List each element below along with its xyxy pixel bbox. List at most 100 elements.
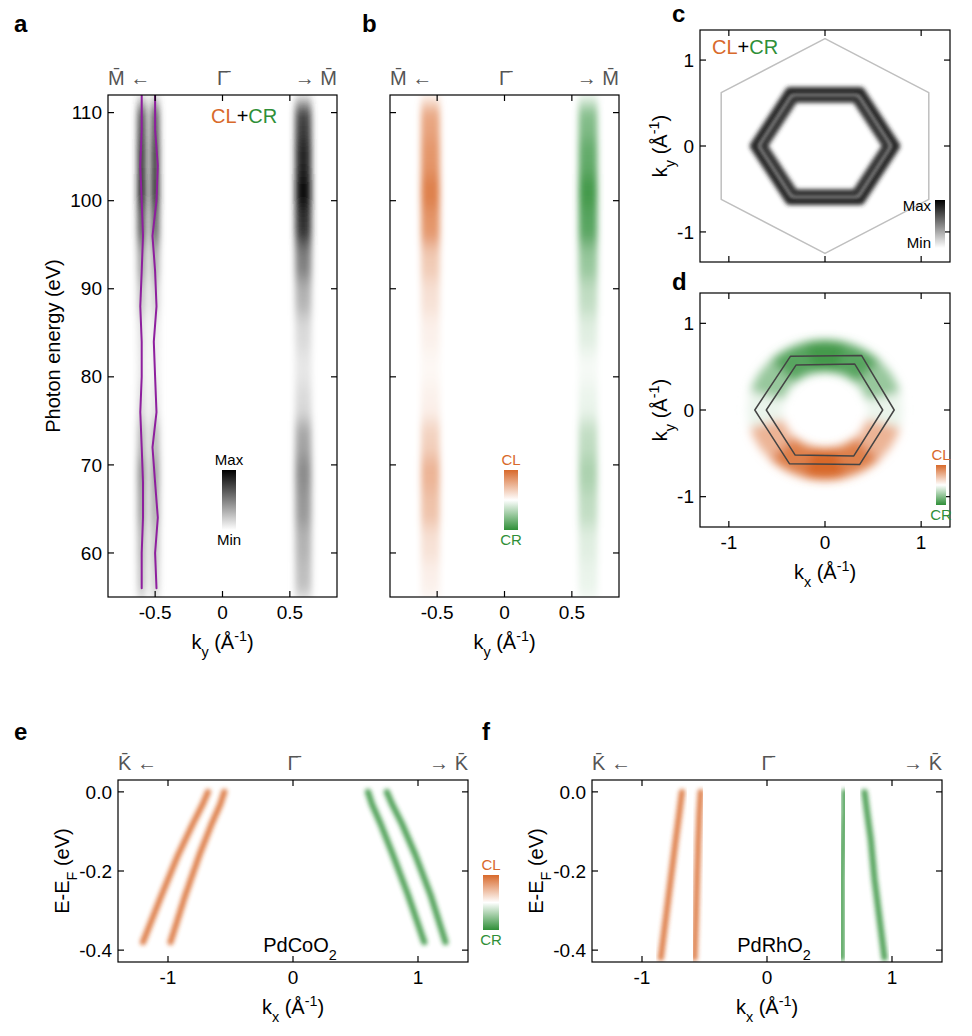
y-tick-label: 100 — [70, 190, 102, 211]
x-tick-label: 0 — [288, 967, 299, 988]
plot-area — [661, 792, 885, 958]
x-tick — [766, 956, 767, 962]
intensity-cell — [295, 280, 311, 315]
intensity-cell — [295, 491, 311, 526]
y-tick — [462, 791, 468, 792]
sample-label-part: PdCoO — [263, 934, 329, 956]
frame — [700, 293, 950, 527]
intensity-cell — [421, 421, 440, 456]
contour — [764, 99, 887, 194]
sample-label-part: 2 — [329, 947, 337, 963]
annotation-part: CL — [712, 36, 738, 58]
intensity-cell — [421, 456, 440, 491]
intensity-cell — [579, 386, 598, 421]
band-group — [421, 104, 597, 597]
top-label: → M̄ — [295, 67, 337, 89]
y-axis-title-part: (Å — [649, 398, 671, 424]
intensity-cell — [421, 350, 440, 385]
x-tick — [222, 591, 223, 597]
y-tick-label: 60 — [81, 543, 102, 564]
y-tick — [331, 288, 337, 289]
y-tick — [592, 870, 598, 871]
y-axis-title-part: (Å — [649, 134, 671, 160]
top-label: Γ̄ — [499, 67, 513, 89]
intensity-cell — [579, 209, 598, 244]
y-tick — [390, 200, 396, 201]
annotation-part: CR — [749, 36, 778, 58]
x-tick-label: 0 — [499, 602, 510, 623]
x-axis-title: ky (Å-1) — [473, 628, 535, 660]
intensity-cell — [295, 174, 311, 209]
intensity-cell — [295, 421, 311, 456]
y-axis-title-part: E-E — [51, 880, 73, 913]
y-tick — [462, 950, 468, 951]
x-axis-title-part: ) — [529, 631, 536, 653]
x-axis-title: kx (Å-1) — [262, 993, 324, 1025]
x-tick — [728, 256, 729, 262]
y-tick-label: 90 — [81, 278, 102, 299]
panel-letter: d — [672, 268, 687, 295]
top-label: M̄ ← — [108, 67, 150, 89]
y-tick — [118, 950, 124, 951]
intensity-cell — [421, 209, 440, 244]
x-tick — [289, 591, 290, 597]
x-tick-label: -1 — [634, 967, 651, 988]
x-axis-title-part: -1 — [234, 628, 247, 644]
x-axis-title-part: (Å — [753, 996, 779, 1018]
y-tick-label: -0.2 — [553, 861, 586, 882]
top-label: → M̄ — [577, 67, 619, 89]
peak-line — [140, 95, 143, 588]
colorbar-label: CL — [481, 856, 500, 873]
plot-area — [721, 39, 929, 254]
colorbar-label: Min — [217, 531, 241, 548]
y-tick-label: -1 — [677, 486, 694, 507]
top-label: → K̄ — [903, 752, 943, 774]
intensity-cell — [421, 562, 440, 597]
y-tick — [108, 288, 114, 289]
intensity-cell — [295, 386, 311, 421]
x-tick-label: -0.5 — [421, 602, 454, 623]
colorbar-label: CL — [931, 446, 950, 463]
y-axis-title-part: E-E — [525, 880, 547, 913]
x-tick — [921, 256, 922, 262]
y-tick — [700, 231, 706, 232]
intensity-cell — [421, 280, 440, 315]
y-axis-title-part: (eV) — [525, 828, 547, 871]
intensity-cell — [421, 174, 440, 209]
y-axis-title-part: ) — [649, 379, 671, 386]
x-tick-label: 1 — [887, 967, 898, 988]
y-tick-label: 0.0 — [86, 782, 112, 803]
y-axis-title: ky (Å-1) — [646, 115, 678, 177]
intensity-cell — [579, 350, 598, 385]
intensity-cell — [579, 245, 598, 280]
intensity-cell — [421, 527, 440, 562]
intensity-cell — [579, 527, 598, 562]
colorbar — [936, 465, 946, 505]
y-tick — [613, 200, 619, 201]
top-label: Γ̄ — [287, 752, 301, 774]
panel: -0.500.5ky (Å-1)M̄ ←Γ̄→ M̄CLCRb — [362, 10, 619, 660]
annotation: CL+CR — [712, 36, 778, 58]
plot-area — [138, 95, 312, 597]
x-tick — [891, 956, 892, 962]
y-axis-title: E-EF (eV) — [51, 828, 80, 913]
x-tick — [571, 95, 572, 101]
x-tick — [437, 591, 438, 597]
intensity-cell — [295, 139, 311, 174]
panel: -0.500.560708090100110ky (Å-1)Photon ene… — [14, 10, 337, 660]
y-tick-label: 70 — [81, 455, 102, 476]
x-axis-title-part: -1 — [837, 558, 850, 574]
intensity-cell — [421, 386, 440, 421]
y-tick — [331, 112, 337, 113]
x-axis-title-part: -1 — [305, 993, 318, 1009]
x-tick — [504, 95, 505, 101]
contour — [721, 39, 929, 254]
annotation-part: + — [738, 36, 750, 58]
peak-line — [153, 95, 158, 588]
y-axis-title-part: Photon energy (eV) — [42, 259, 64, 432]
panel-letter: c — [672, 0, 685, 27]
colorbar-label: Max — [903, 197, 932, 214]
x-tick — [824, 30, 825, 36]
x-axis-title: ky (Å-1) — [191, 628, 253, 660]
x-tick-label: 0 — [762, 967, 773, 988]
